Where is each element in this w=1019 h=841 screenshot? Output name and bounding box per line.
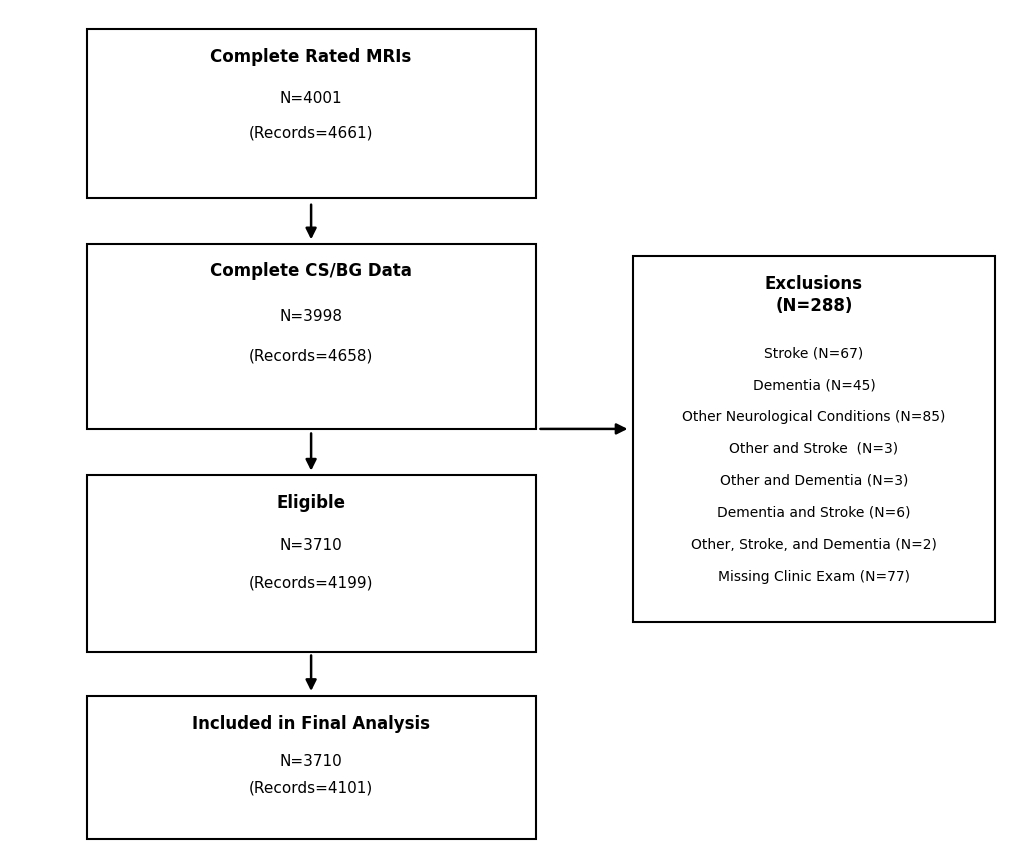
Text: (Records=4199): (Records=4199): [249, 576, 373, 590]
Text: Exclusions
(N=288): Exclusions (N=288): [764, 274, 862, 315]
Text: Dementia (N=45): Dementia (N=45): [752, 378, 874, 392]
Bar: [87, 475, 535, 652]
Text: N=3710: N=3710: [279, 538, 342, 553]
Bar: [87, 244, 535, 429]
Text: Other, Stroke, and Dementia (N=2): Other, Stroke, and Dementia (N=2): [690, 538, 936, 552]
Text: N=3998: N=3998: [279, 309, 342, 324]
Text: N=3710: N=3710: [279, 754, 342, 769]
Text: Stroke (N=67): Stroke (N=67): [763, 346, 863, 360]
Text: (Records=4101): (Records=4101): [249, 780, 373, 795]
Text: Missing Clinic Exam (N=77): Missing Clinic Exam (N=77): [717, 570, 909, 584]
Text: (Records=4661): (Records=4661): [249, 126, 373, 140]
Text: Complete CS/BG Data: Complete CS/BG Data: [210, 262, 412, 280]
Text: N=4001: N=4001: [279, 92, 342, 106]
Bar: [632, 256, 995, 622]
Text: Complete Rated MRIs: Complete Rated MRIs: [210, 48, 412, 66]
Bar: [87, 29, 535, 198]
Text: Eligible: Eligible: [276, 494, 345, 511]
Text: Other and Stroke  (N=3): Other and Stroke (N=3): [729, 442, 898, 456]
Text: Included in Final Analysis: Included in Final Analysis: [192, 715, 430, 733]
Text: Other Neurological Conditions (N=85): Other Neurological Conditions (N=85): [682, 410, 945, 424]
Text: (Records=4658): (Records=4658): [249, 349, 373, 363]
Text: Dementia and Stroke (N=6): Dementia and Stroke (N=6): [716, 506, 910, 520]
Text: Other and Dementia (N=3): Other and Dementia (N=3): [719, 474, 907, 488]
Bar: [87, 696, 535, 839]
